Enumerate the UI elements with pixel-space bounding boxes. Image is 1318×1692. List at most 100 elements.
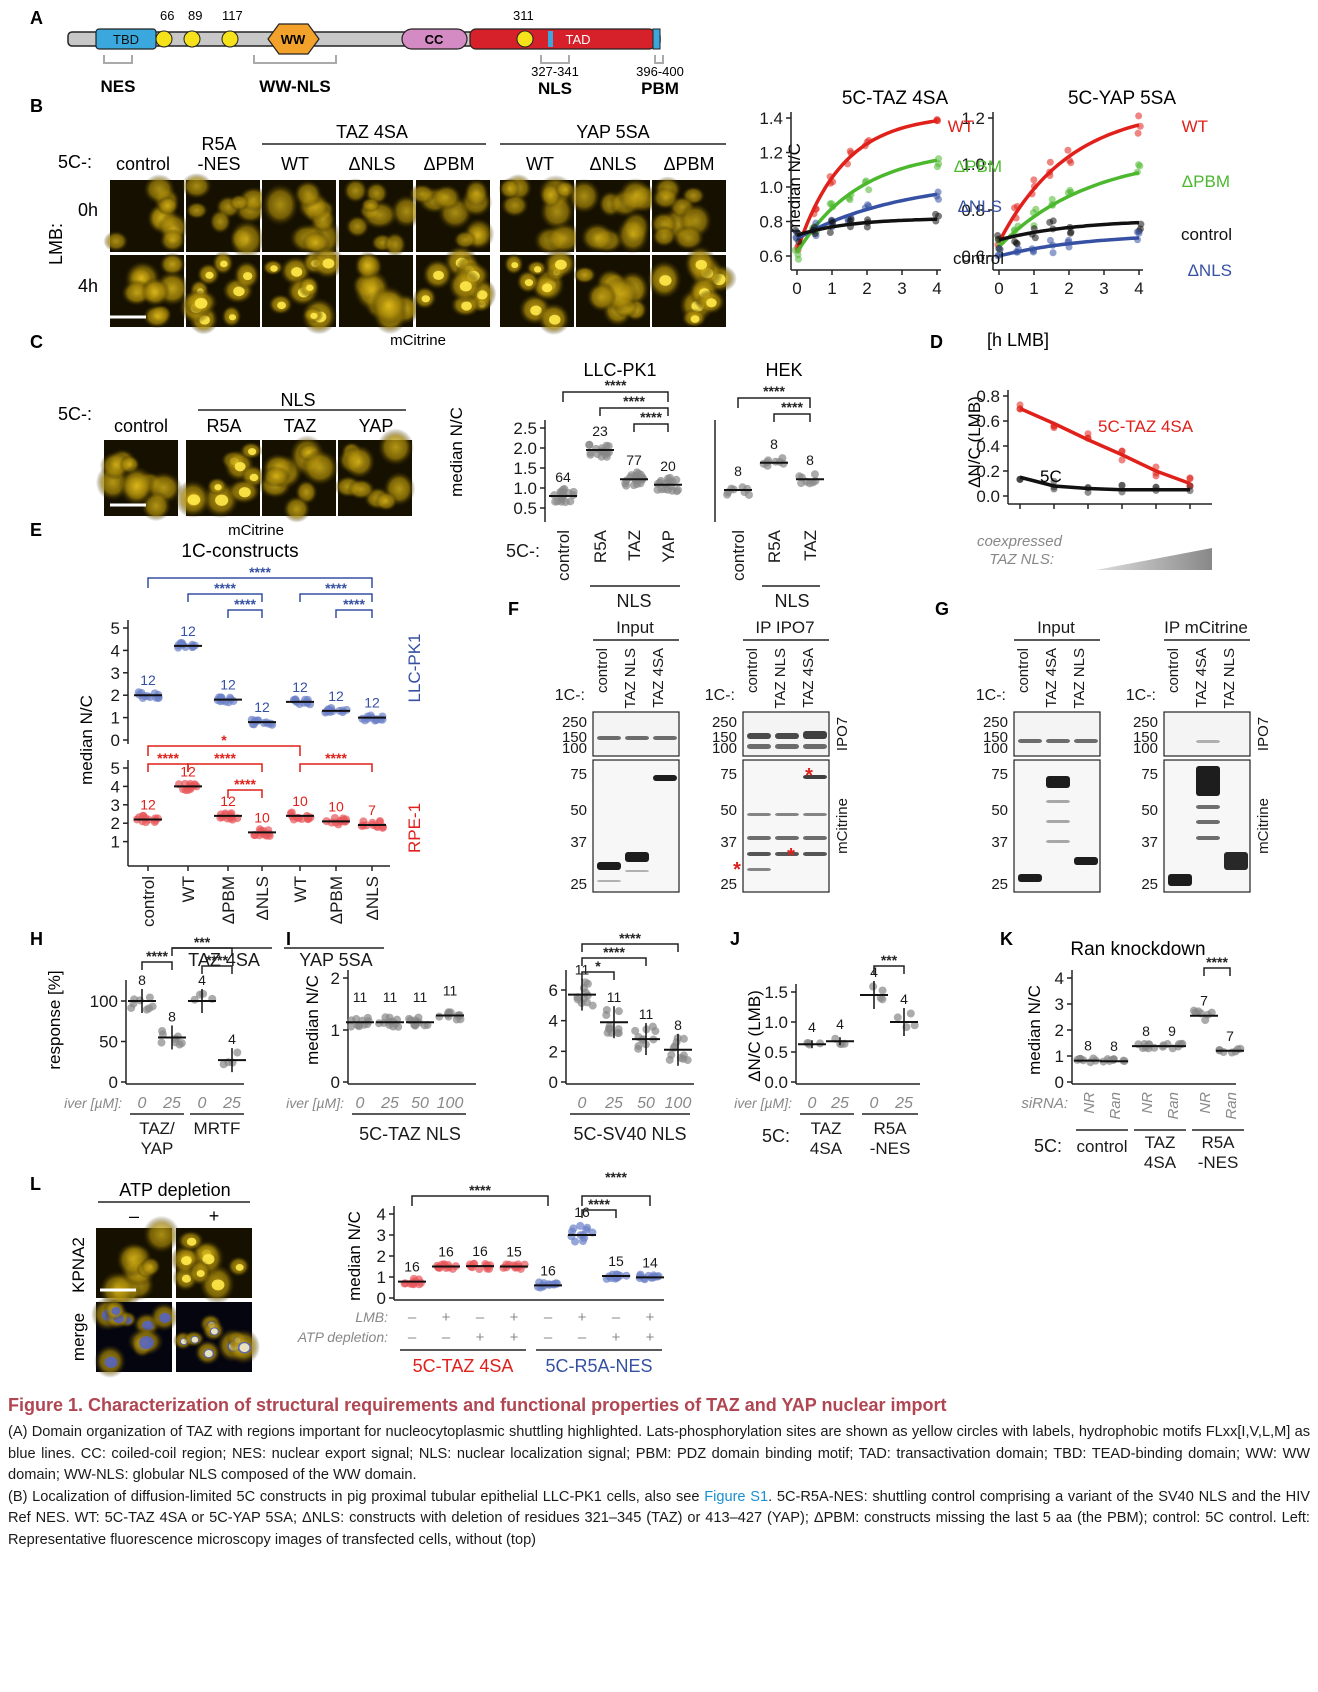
figure-s1-link[interactable]: Figure S1: [704, 1488, 769, 1505]
caption-b-part1: (B) Localization of diffusion-limited 5C…: [8, 1488, 705, 1505]
blot-band: [597, 862, 621, 870]
site-89: 89: [188, 8, 202, 23]
data-point: [1064, 146, 1072, 154]
data-point: [653, 485, 662, 494]
data-point: [602, 1005, 611, 1014]
mw-marker: 100: [562, 740, 587, 757]
y-tick-label: 4: [377, 1205, 386, 1224]
b-group-taz: TAZ 4SA: [336, 122, 408, 142]
panel-letter-h: H: [30, 929, 43, 949]
cell: [615, 215, 650, 254]
y-tick-label: 3: [111, 664, 120, 683]
data-point: [145, 993, 154, 1002]
panel-letter-l: L: [30, 1174, 41, 1194]
data-point: [869, 982, 878, 991]
nucleus-dapi: [139, 1336, 154, 1350]
blot-band: [775, 733, 799, 739]
n-label: 8: [1110, 1038, 1118, 1054]
blot-band: [1046, 840, 1070, 843]
dose-label: 25: [162, 1095, 181, 1112]
figure-canvas: A B C D E F G H I J K L TBD WW CC TAD 66…: [30, 8, 1272, 1378]
y-tick-label: 1: [111, 709, 120, 728]
significance-bracket: [335, 609, 373, 618]
data-point: [1048, 195, 1056, 203]
y-tick-label: 5: [111, 759, 120, 778]
cell: [118, 465, 155, 507]
panel-letter-e: E: [30, 520, 42, 540]
n-label: 10: [254, 809, 270, 825]
significance-bracket: [299, 763, 373, 772]
n-label: 11: [443, 982, 458, 998]
site-117: 117: [222, 8, 243, 23]
data-point: [1067, 228, 1075, 236]
n-label: 15: [506, 1244, 522, 1260]
caption-title: Figure 1. Characterization of structural…: [8, 1395, 947, 1415]
micrograph-0h-4: [408, 178, 495, 252]
x-tick-label: 0: [792, 279, 801, 298]
mw-marker: 250: [712, 714, 737, 731]
y-tick-label: 1.0: [513, 479, 537, 498]
micrograph-4h-2: [262, 245, 345, 335]
panel-letter-c: C: [30, 332, 43, 352]
dose-label: 100: [665, 1095, 692, 1112]
data-point: [199, 989, 208, 998]
n-label: 7: [1226, 1028, 1234, 1044]
significance-bracket: [227, 789, 263, 798]
n-label: 7: [1200, 993, 1208, 1009]
nucleus-bright: [238, 487, 251, 498]
nucleus-bright: [187, 494, 201, 506]
n-label: 10: [292, 793, 308, 809]
caption-paragraph-a: (A) Domain organization of TAZ with regi…: [8, 1424, 1310, 1483]
pbm-region-label: PBM: [641, 79, 679, 98]
cell: [586, 281, 617, 313]
significance-bracket: [737, 397, 811, 408]
n-label: 12: [364, 695, 380, 711]
cell: [342, 444, 376, 479]
panel-b-micrographs: 5C-: control R5A -NES WT ΔNLS ΔPBM WT ΔN…: [46, 122, 737, 349]
mw-marker: 100: [712, 740, 737, 757]
data-point: [865, 186, 873, 194]
data-point: [846, 196, 854, 204]
n-label: 12: [140, 797, 156, 813]
significance-label: ****: [605, 1169, 627, 1185]
group-label: YAP 5SA: [299, 950, 372, 970]
group-label: MRTF: [194, 1119, 241, 1138]
micrograph-l-merge-minus: [91, 1297, 179, 1378]
data-point: [229, 696, 238, 705]
cell: [300, 449, 339, 486]
mw-marker: 100: [1133, 740, 1158, 757]
significance-label: ****: [781, 399, 803, 415]
y-tick-label: 0: [109, 1073, 118, 1092]
y-tick-label: 0.8: [759, 213, 783, 232]
y-tick-label: 3: [111, 796, 120, 815]
y-tick-label: 1: [1055, 1047, 1064, 1066]
nucleus-bright: [233, 286, 245, 297]
nucleus-bright: [220, 260, 228, 268]
blot-band: [1196, 836, 1220, 840]
group-label: TAZ 4SA: [188, 950, 260, 970]
e-cell-bottom: RPE-1: [405, 803, 424, 853]
significance-bracket: [147, 577, 373, 588]
b-prefix: 5C-:: [58, 152, 92, 172]
c-mcitrine: mCitrine: [228, 522, 284, 539]
lane-label: TAZ NLS: [622, 648, 639, 709]
panel-letter-f: F: [508, 599, 519, 619]
blot-band: [803, 744, 827, 749]
mw-marker: 150: [983, 729, 1008, 746]
lane-label: TAZ NLS: [1221, 648, 1238, 709]
nucleus-bright: [306, 284, 314, 291]
mw-marker: 250: [1133, 714, 1158, 731]
dose-label: 25: [604, 1095, 623, 1112]
group-label: TAZ: [811, 1119, 842, 1138]
n-label: 12: [140, 672, 156, 688]
significance-bracket: [411, 1195, 549, 1206]
cell: [383, 231, 407, 258]
nucleus-bright: [215, 494, 229, 506]
x-tick-label: 4: [932, 279, 941, 298]
significance-bracket: [187, 593, 263, 602]
b-chart-title-taz: 5C-TAZ 4SA: [842, 88, 949, 109]
data-point: [665, 473, 674, 482]
nucleus-bright: [214, 484, 222, 491]
mw-marker: 150: [562, 729, 587, 746]
